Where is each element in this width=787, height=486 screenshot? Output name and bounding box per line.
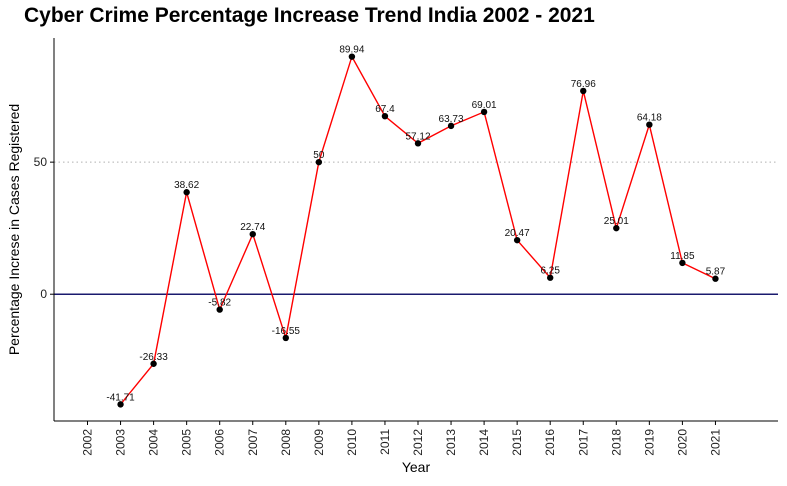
data-label: -26.33	[139, 352, 168, 363]
x-tick-label: 2021	[708, 429, 722, 456]
x-axis-title: Year	[402, 459, 431, 475]
data-label: 69.01	[472, 100, 497, 111]
chart-title: Cyber Crime Percentage Increase Trend In…	[24, 4, 595, 27]
y-tick-label: 0	[40, 287, 47, 301]
data-point	[646, 121, 653, 128]
data-point	[183, 189, 190, 196]
y-axis-title: Percentage Increse in Cases Registered	[6, 104, 22, 355]
data-label: 38.62	[174, 180, 199, 191]
x-tick-label: 2014	[477, 429, 491, 456]
reference-lines	[54, 161, 778, 295]
x-tick-label: 2015	[510, 429, 524, 456]
data-point	[117, 401, 124, 408]
x-tick-label: 2007	[246, 429, 260, 456]
data-point	[480, 108, 488, 116]
data-label: 6.25	[540, 266, 560, 277]
data-point	[315, 158, 323, 166]
data-point	[216, 306, 223, 313]
data-label: 5.87	[706, 267, 726, 278]
x-ticks: 2002 2003 2004 2005 2006 2007 2008 2009 2010 2011…	[81, 421, 722, 456]
x-tick-label: 2005	[180, 429, 194, 456]
data-point	[712, 275, 719, 282]
data-label: 67.4	[375, 104, 395, 115]
data-point	[613, 224, 620, 232]
data-label: -5.82	[208, 298, 231, 309]
x-tick-label: 2004	[147, 429, 161, 456]
data-point	[447, 122, 455, 130]
data-label: -41.71	[106, 392, 135, 403]
data-label: 50	[313, 150, 325, 161]
data-label: 25.01	[604, 216, 629, 227]
y-ticks: 0 50	[34, 155, 54, 301]
data-label: -16.55	[272, 326, 301, 337]
data-label: 76.96	[571, 79, 596, 90]
data-label: 64.18	[637, 113, 662, 124]
x-tick-label: 2018	[609, 429, 623, 456]
x-tick-label: 2002	[81, 429, 95, 456]
x-tick-label: 2006	[213, 429, 227, 456]
data-point	[348, 53, 356, 60]
data-point	[381, 112, 389, 120]
data-point	[282, 334, 289, 342]
x-tick-label: 2008	[279, 429, 293, 456]
data-label: 11.85	[670, 251, 695, 262]
y-tick-label: 50	[34, 155, 48, 169]
data-label: 63.73	[439, 114, 464, 125]
x-tick-label: 2019	[642, 429, 656, 456]
data-label: 22.74	[240, 222, 265, 233]
data-point	[513, 236, 521, 244]
x-tick-label: 2011	[378, 429, 392, 455]
x-tick-label: 2010	[345, 429, 359, 456]
x-tick-label: 2009	[312, 429, 326, 456]
data-point	[580, 87, 587, 95]
x-tick-label: 2016	[543, 429, 557, 456]
data-label: 89.94	[339, 45, 364, 56]
x-tick-label: 2013	[444, 429, 458, 456]
data-point	[547, 274, 554, 281]
x-tick-label: 2020	[675, 429, 689, 456]
data-point	[414, 140, 422, 147]
data-point	[150, 360, 157, 367]
data-point	[679, 259, 686, 267]
x-tick-label: 2012	[411, 429, 425, 456]
series-line	[119, 54, 716, 405]
data-label: 20.47	[505, 228, 530, 239]
data-points	[117, 53, 719, 408]
data-labels: -41.71 -26.33 38.62 -5.82 22.74 -16.55 50 89.94…	[106, 45, 725, 404]
x-tick-label: 2003	[114, 429, 128, 456]
data-label: 57.12	[405, 131, 430, 142]
data-point	[249, 230, 256, 238]
x-tick-label: 2017	[576, 429, 590, 456]
